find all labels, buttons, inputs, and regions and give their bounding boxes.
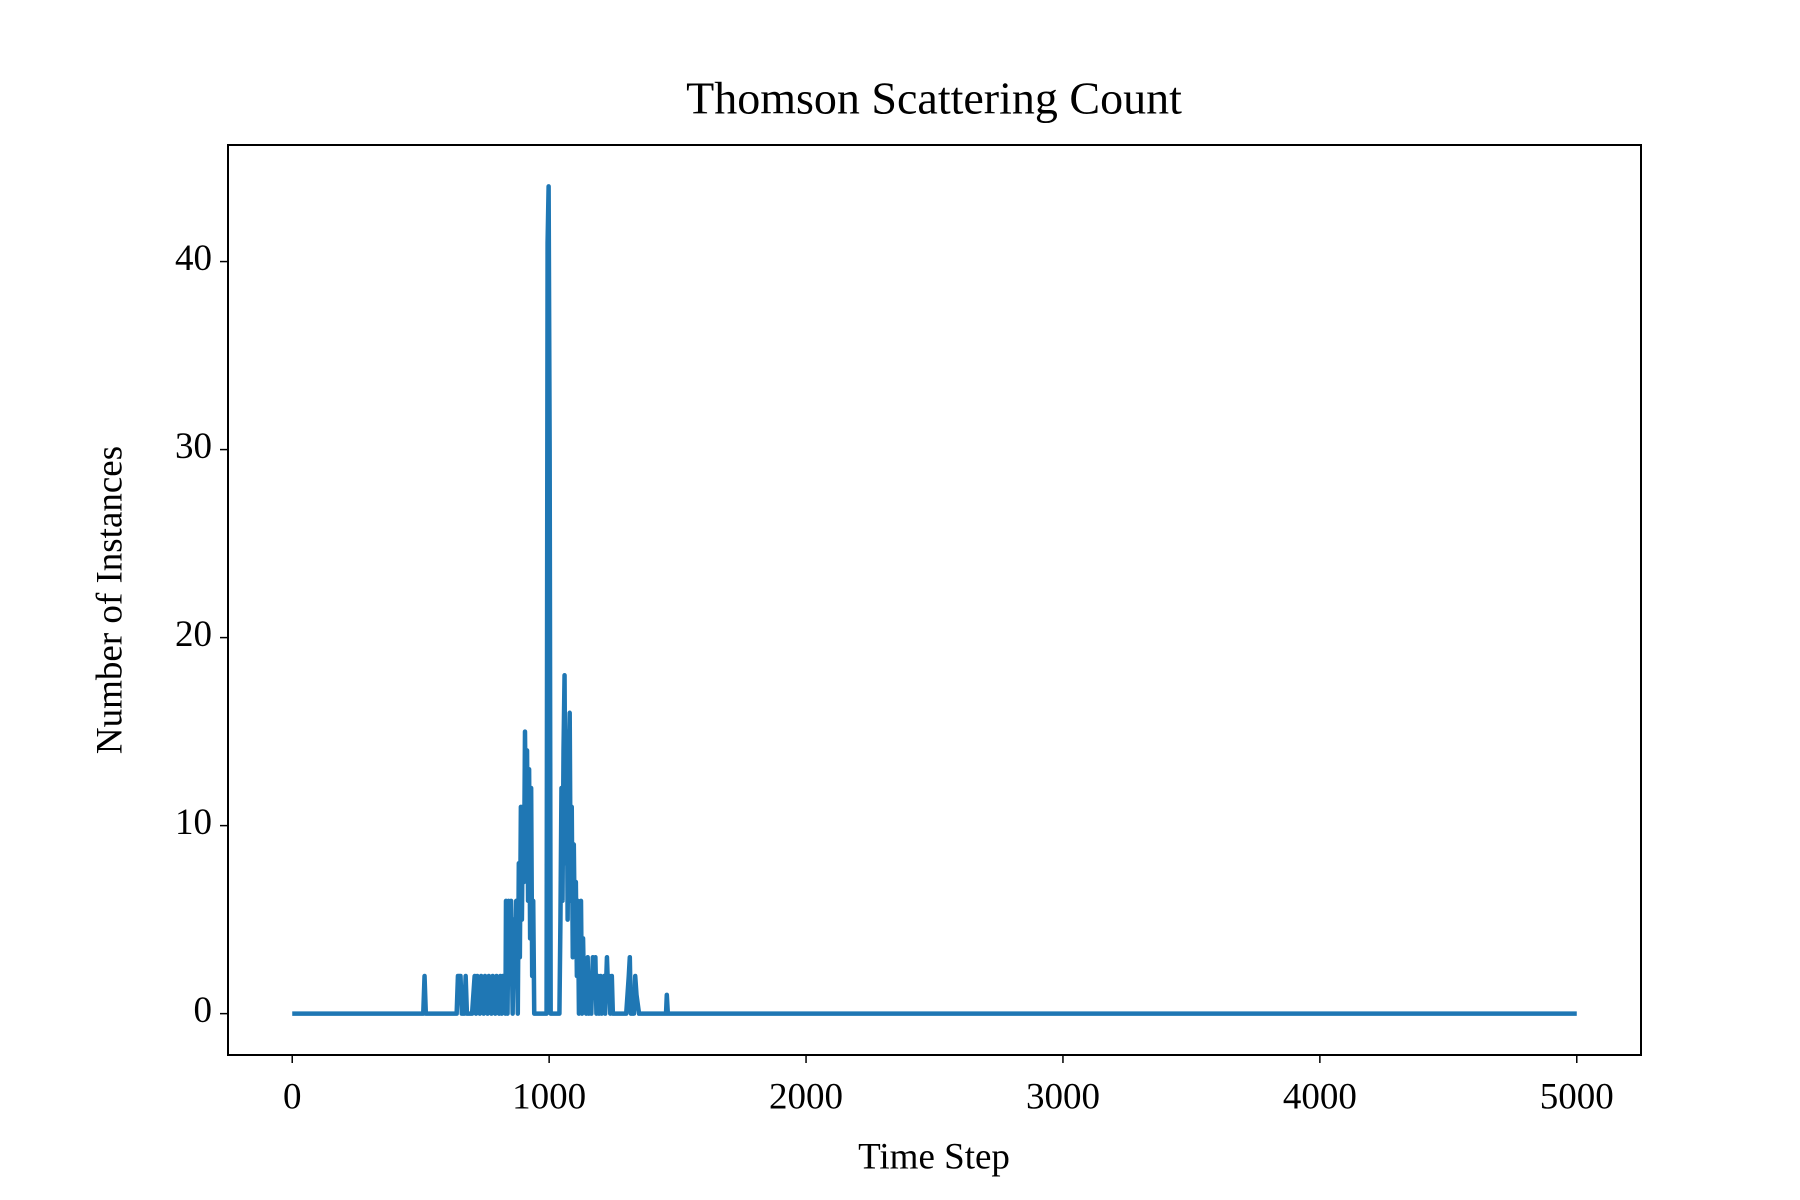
x-tick-label: 5000 xyxy=(1540,1076,1614,1117)
axes-frame xyxy=(227,144,1642,1056)
x-tick-label: 4000 xyxy=(1283,1076,1357,1117)
y-axis-label: Number of Instances xyxy=(89,446,130,754)
y-tick-label: 10 xyxy=(175,802,212,843)
x-tick-label: 2000 xyxy=(769,1076,843,1117)
chart-title: Thomson Scattering Count xyxy=(686,73,1182,124)
x-tick-label: 0 xyxy=(283,1076,302,1117)
data-line xyxy=(292,184,1577,1016)
y-tick-label: 30 xyxy=(175,426,212,467)
y-tick-label: 20 xyxy=(175,614,212,655)
x-tick-label: 1000 xyxy=(512,1076,586,1117)
x-tick-label: 3000 xyxy=(1026,1076,1100,1117)
y-tick-label: 40 xyxy=(175,238,212,279)
x-axis-label: Time Step xyxy=(858,1136,1010,1177)
y-tick-label: 0 xyxy=(194,990,213,1031)
